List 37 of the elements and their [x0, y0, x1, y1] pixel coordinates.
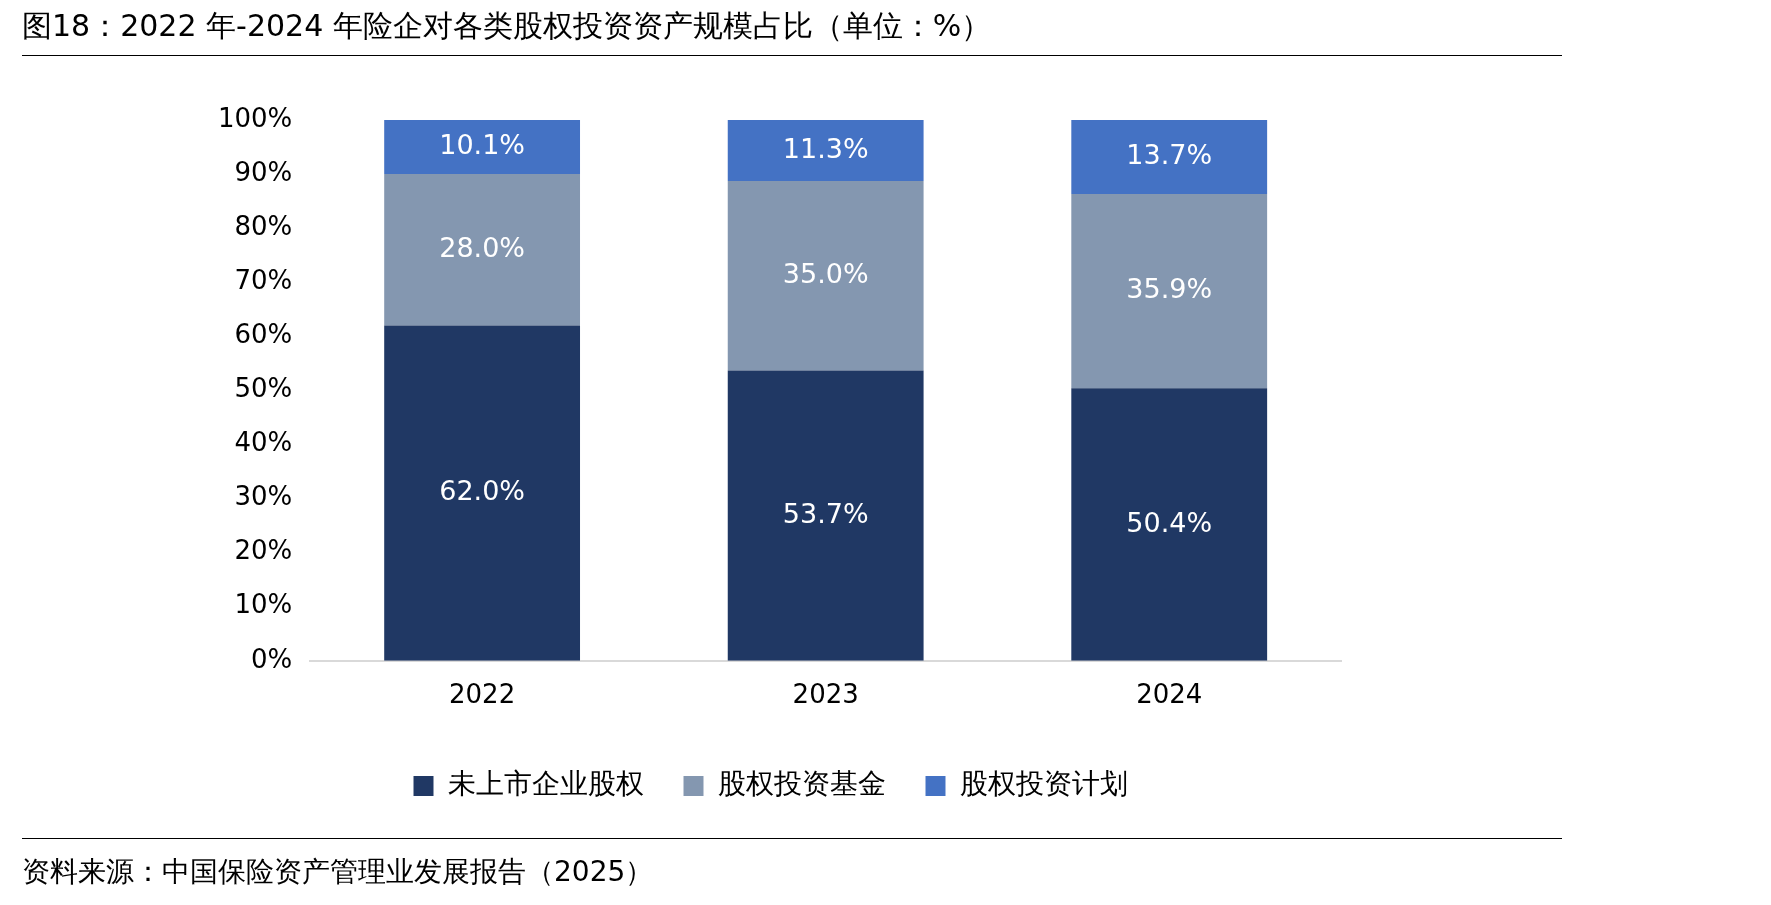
- y-tick-label: 30%: [234, 481, 293, 512]
- y-tick-label: 90%: [234, 156, 293, 187]
- bar: [384, 120, 581, 175]
- data-label: 35.0%: [782, 257, 869, 289]
- text: 资料来源：中国保险资产管理业发展报告（2025）: [22, 838, 1562, 891]
- bar: [384, 325, 581, 661]
- x-tick-label: 2024: [1136, 679, 1203, 710]
- data-label: 28.0%: [439, 231, 525, 263]
- bar: [1071, 194, 1268, 389]
- y-tick-label: 50%: [234, 373, 293, 404]
- bar: [727, 181, 924, 371]
- data-label: 13.7%: [1126, 139, 1213, 171]
- y-tick-label: 70%: [234, 264, 293, 295]
- data-label: 62.0%: [439, 475, 525, 507]
- y-tick-label: 80%: [234, 210, 293, 241]
- legend-label: 未上市企业股权: [447, 767, 644, 801]
- data-label: 50.4%: [1126, 506, 1213, 538]
- bar: [384, 174, 581, 326]
- legend-label: 股权投资基金: [717, 767, 886, 801]
- data-label: 53.7%: [782, 497, 869, 529]
- data-label: 11.3%: [782, 132, 869, 164]
- y-tick-label: 60%: [234, 319, 293, 350]
- y-tick-label: 20%: [234, 535, 293, 566]
- data-label: 10.1%: [439, 128, 525, 160]
- bar: [1071, 120, 1268, 195]
- legend-label: 股权投资计划: [959, 767, 1128, 801]
- x-tick-label: 2023: [792, 679, 859, 710]
- bar: [727, 370, 924, 661]
- x-tick-label: 2022: [449, 679, 516, 710]
- chart-title: 图18：2022 年-2024 年险企对各类股权投资资产规模占比（单位：%）: [22, 6, 1562, 56]
- bar: [1071, 388, 1268, 661]
- y-tick-label: 0%: [251, 643, 293, 674]
- y-tick-label: 40%: [234, 427, 293, 458]
- bar: [727, 120, 924, 182]
- y-tick-label: 10%: [234, 589, 293, 620]
- data-label: 35.9%: [1126, 273, 1213, 305]
- y-tick-label: 100%: [217, 102, 293, 133]
